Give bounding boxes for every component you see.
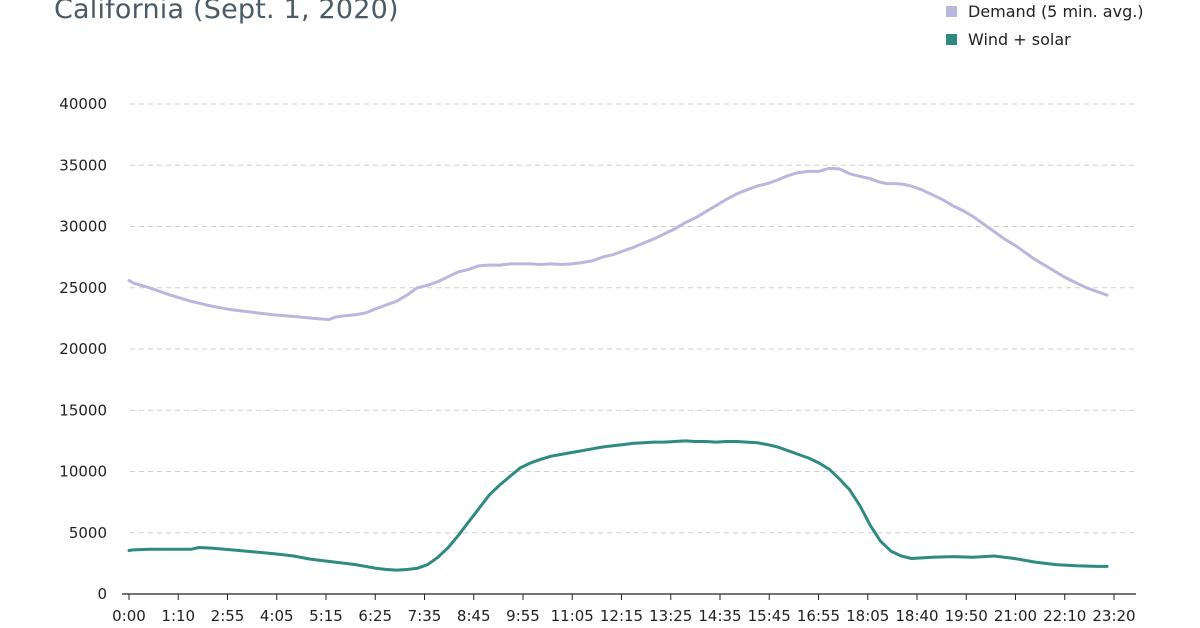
x-tick-label: 18:05 — [846, 607, 889, 625]
x-tick-label: 11:05 — [551, 607, 594, 625]
legend-item-wind-solar: Wind + solar — [946, 30, 1071, 49]
chart-title: California (Sept. 1, 2020) — [54, 0, 399, 25]
x-tick-label: 23:20 — [1092, 607, 1135, 625]
x-tick-label: 1:10 — [161, 607, 195, 625]
y-tick-label: 15000 — [59, 401, 107, 419]
x-tick-label: 14:35 — [698, 607, 741, 625]
y-tick-label: 30000 — [59, 218, 107, 236]
legend-swatch-wind-solar — [946, 34, 957, 45]
x-tick-label: 16:55 — [797, 607, 840, 625]
legend-label-wind-solar: Wind + solar — [968, 30, 1071, 49]
x-tick-label: 19:50 — [945, 607, 988, 625]
x-tick-label: 7:35 — [408, 607, 442, 625]
x-tick-label: 2:55 — [211, 607, 245, 625]
x-tick-label: 18:40 — [895, 607, 938, 625]
x-tick-label: 0:00 — [112, 607, 146, 625]
y-tick-label: 0 — [97, 585, 107, 603]
legend-label-demand: Demand (5 min. avg.) — [968, 2, 1144, 21]
legend-item-demand: Demand (5 min. avg.) — [946, 2, 1144, 21]
y-tick-label: 35000 — [59, 156, 107, 174]
series-line-wind-solar — [127, 439, 1109, 572]
x-tick-label: 15:45 — [748, 607, 791, 625]
x-tick-label: 5:15 — [309, 607, 343, 625]
x-tick-label: 8:45 — [457, 607, 491, 625]
x-tick-label: 4:05 — [260, 607, 294, 625]
series-line-demand — [127, 166, 1109, 322]
y-tick-label: 10000 — [59, 463, 107, 481]
legend-swatch-demand — [946, 6, 957, 17]
x-tick-label: 21:00 — [994, 607, 1037, 625]
y-tick-label: 25000 — [59, 279, 107, 297]
x-tick-label: 6:25 — [358, 607, 392, 625]
y-tick-label: 40000 — [59, 95, 107, 113]
x-tick-label: 12:15 — [600, 607, 643, 625]
x-tick-label: 9:55 — [506, 607, 540, 625]
x-tick-label: 13:25 — [649, 607, 692, 625]
y-tick-label: 5000 — [69, 524, 107, 542]
y-tick-label: 20000 — [59, 340, 107, 358]
x-tick-label: 22:10 — [1043, 607, 1086, 625]
